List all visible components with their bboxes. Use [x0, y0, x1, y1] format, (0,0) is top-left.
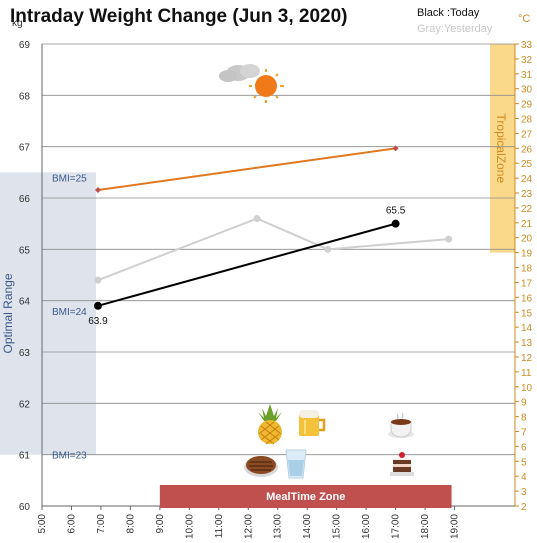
yesterday-line [97, 217, 449, 282]
y2-tick-label: 23 [521, 189, 533, 200]
today-point [93, 301, 102, 310]
optimal-range-label: Optimal Range [1, 273, 15, 353]
x-tick-label: 6:00 [66, 514, 77, 534]
meal-time-zone-label: MealTime Zone [266, 491, 345, 503]
temperature-point [392, 145, 399, 152]
y2-tick-label: 25 [521, 159, 533, 170]
y-tick-label: 68 [19, 91, 31, 102]
y2-tick-label: 10 [521, 383, 533, 394]
x-tick-label: 9:00 [155, 514, 166, 534]
y-tick-label: 61 [19, 451, 31, 462]
y-tick-label: 62 [19, 399, 31, 410]
y-tick-label: 63 [19, 348, 31, 359]
coffee-icon [388, 412, 414, 438]
legend-yesterday: Gray:Yesterday [417, 23, 493, 35]
y2-tick-label: 31 [521, 70, 533, 81]
steak-icon [244, 456, 278, 477]
yesterday-point [445, 235, 453, 243]
y2-axis-unit: °C [518, 13, 530, 25]
today-data-label: 63.9 [88, 316, 108, 327]
y2-tick-label: 32 [521, 55, 533, 66]
y-tick-label: 67 [19, 143, 31, 154]
x-tick-label: 17:00 [391, 514, 402, 539]
y-tick-label: 69 [19, 40, 31, 51]
y2-tick-label: 11 [521, 368, 532, 379]
x-tick-label: 10:00 [184, 514, 195, 539]
x-tick-label: 8:00 [125, 514, 136, 534]
pineapple-icon [258, 404, 282, 445]
x-tick-label: 18:00 [420, 514, 431, 539]
gridlines [42, 43, 515, 507]
temperature-line [97, 147, 396, 192]
x-tick-label: 13:00 [273, 514, 284, 539]
legend-today: Black :Today [417, 7, 480, 19]
series-lines: 63.9 65.5 [88, 145, 453, 327]
tropical-zone-label: TropicalZone [494, 114, 508, 184]
y2-tick-label: 3 [521, 487, 527, 498]
today-line [97, 222, 396, 307]
x-tick-label: 16:00 [361, 514, 372, 539]
water-glass-icon [285, 449, 307, 479]
yesterday-point [324, 245, 332, 253]
x-tick-label: 5:00 [37, 514, 48, 534]
temperature-point [94, 187, 101, 194]
y2-tick-label: 7 [521, 427, 527, 438]
y2-tick-label: 15 [521, 308, 533, 319]
cake-icon [390, 452, 414, 476]
y2-tick-label: 29 [521, 100, 533, 111]
x-tick-label: 11:00 [214, 514, 225, 539]
y-tick-label: 64 [19, 297, 31, 308]
y2-tick-label: 26 [521, 144, 533, 155]
x-tick-label: 7:00 [96, 514, 107, 534]
optimal-range-band [0, 172, 96, 455]
x-tick-label: 19:00 [450, 514, 461, 539]
beer-icon [299, 410, 326, 436]
y2-tick-label: 33 [521, 40, 533, 51]
x-tick-label: 12:00 [243, 514, 254, 539]
y2-tick-label: 20 [521, 234, 533, 245]
y-tick-label: 66 [19, 194, 31, 205]
y2-tick-label: 16 [521, 293, 533, 304]
y-tick-labels: 60 61 62 63 64 65 66 67 68 69 [19, 40, 31, 513]
y2-tick-label: 14 [521, 323, 533, 334]
y-axis-unit: kg [12, 18, 23, 29]
bmi-label: BMI=24 [52, 307, 87, 318]
bmi-label: BMI=25 [52, 173, 87, 184]
y2-tick-label: 2 [521, 502, 527, 513]
y2-tick-label: 5 [521, 457, 527, 468]
y2-tick-label: 6 [521, 442, 527, 453]
today-data-label: 65.5 [386, 206, 406, 217]
y-tick-label: 60 [19, 502, 31, 513]
y-tick-label: 65 [19, 245, 31, 256]
y2-tick-label: 8 [521, 413, 527, 424]
y2-tick-label: 30 [521, 85, 533, 96]
yesterday-point [253, 215, 261, 223]
y2-tick-label: 19 [521, 249, 533, 260]
today-point [391, 219, 400, 228]
x-tick-label: 15:00 [332, 514, 343, 539]
y2-tick-label: 17 [521, 278, 533, 289]
bmi-labels: BMI=25 BMI=24 BMI=23 [52, 173, 87, 461]
y2-tick-label: 27 [521, 129, 533, 140]
meal-time-zone [159, 485, 452, 508]
y2-tick-label: 4 [521, 472, 527, 483]
tropical-zone-band [490, 44, 515, 253]
y2-tick-label: 24 [521, 174, 533, 185]
bmi-label: BMI=23 [52, 451, 87, 462]
y2-tick-label: 21 [521, 219, 533, 230]
y2-tick-label: 13 [521, 338, 533, 349]
cloud-sun-icon [218, 64, 284, 103]
y2-tick-label: 22 [521, 204, 533, 215]
y2-tick-label: 28 [521, 115, 533, 126]
chart-title: Intraday Weight Change (Jun 3, 2020) [10, 6, 348, 27]
x-tick-label: 14:00 [302, 514, 313, 539]
y2-tick-label: 9 [521, 398, 527, 409]
x-tick-labels: 5:00 6:00 7:00 8:00 9:00 10:00 11:00 12:00 13:00… [37, 506, 461, 539]
yesterday-point [94, 276, 102, 284]
y2-tick-label: 12 [521, 353, 533, 364]
y2-tick-labels: 2345678910111213141516171819202122232425… [515, 40, 533, 513]
y2-tick-label: 18 [521, 264, 533, 275]
